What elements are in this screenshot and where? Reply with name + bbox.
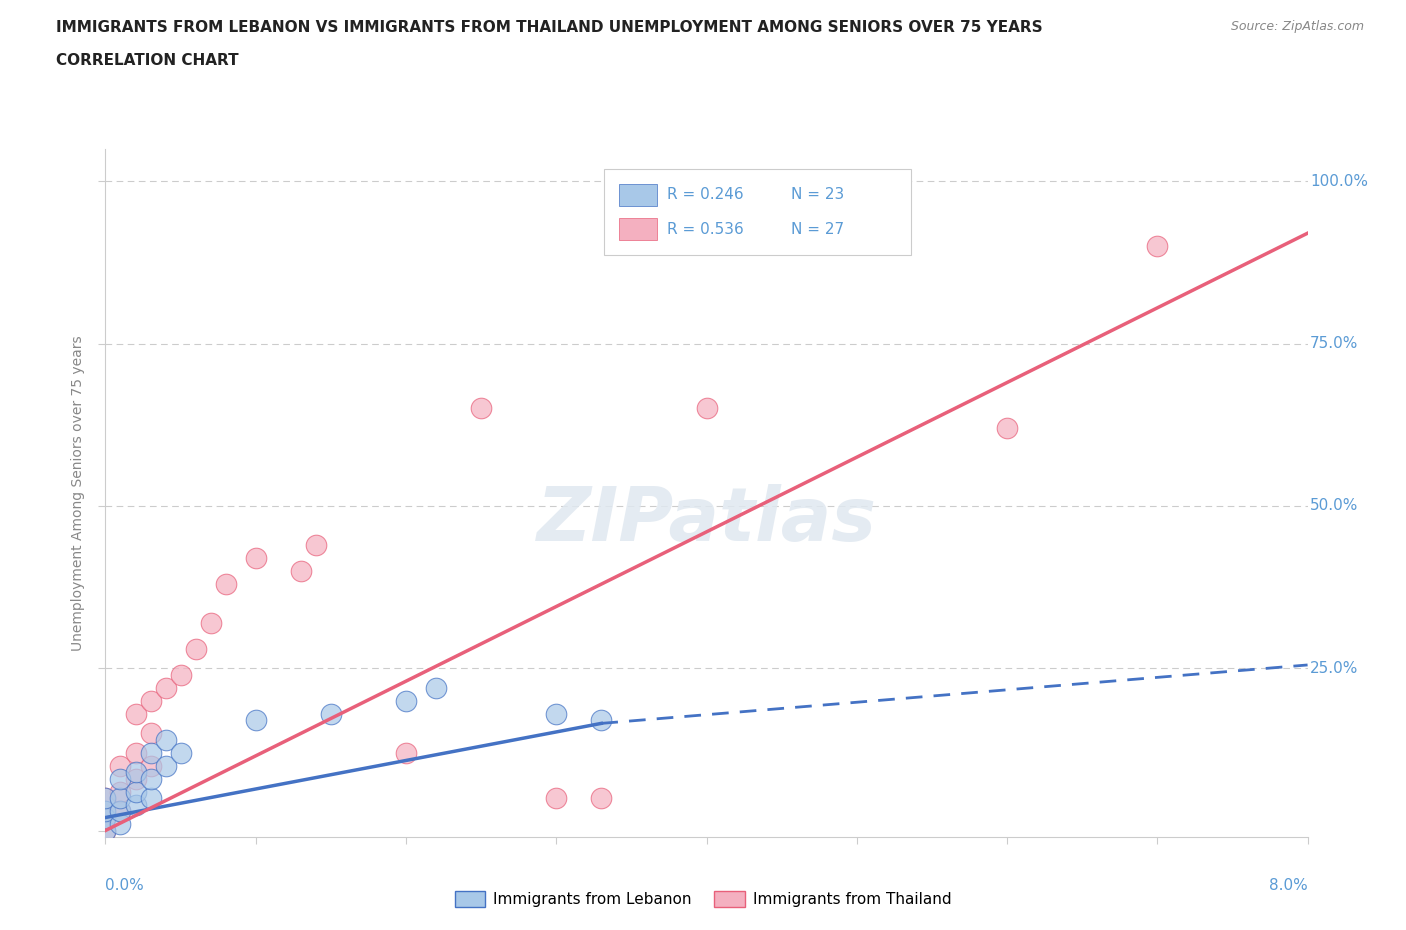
Text: 8.0%: 8.0% <box>1268 878 1308 894</box>
Text: N = 27: N = 27 <box>790 222 844 237</box>
Point <box>1146 239 1168 254</box>
Point <box>139 725 162 740</box>
Text: ZIPatlas: ZIPatlas <box>537 484 876 557</box>
Point <box>319 706 342 721</box>
Point <box>591 790 613 805</box>
Point <box>110 758 132 773</box>
Point <box>110 784 132 799</box>
Point <box>290 564 312 578</box>
Point <box>245 712 267 727</box>
Text: Source: ZipAtlas.com: Source: ZipAtlas.com <box>1230 20 1364 33</box>
Bar <box>605 169 911 256</box>
Point <box>395 745 418 760</box>
Point <box>124 764 146 779</box>
Point <box>200 616 222 631</box>
Point <box>94 804 117 818</box>
Bar <box>619 219 657 240</box>
Point <box>139 745 162 760</box>
Point <box>124 745 146 760</box>
Point <box>470 401 492 416</box>
Point <box>696 401 718 416</box>
Y-axis label: Unemployment Among Seniors over 75 years: Unemployment Among Seniors over 75 years <box>72 335 86 651</box>
Point <box>546 706 568 721</box>
Text: 100.0%: 100.0% <box>1310 174 1368 189</box>
Legend: Immigrants from Lebanon, Immigrants from Thailand: Immigrants from Lebanon, Immigrants from… <box>449 884 957 913</box>
Point <box>110 790 132 805</box>
Point <box>110 771 132 786</box>
Point <box>94 823 117 838</box>
Point <box>110 817 132 831</box>
Point <box>94 823 117 838</box>
Point <box>155 732 177 747</box>
Point <box>124 784 146 799</box>
Point <box>124 706 146 721</box>
Text: R = 0.246: R = 0.246 <box>666 188 744 203</box>
Point <box>139 693 162 708</box>
Point <box>214 577 236 591</box>
Point <box>169 745 191 760</box>
Point <box>124 797 146 812</box>
Point <box>110 804 132 818</box>
Text: R = 0.536: R = 0.536 <box>666 222 744 237</box>
Point <box>425 680 447 695</box>
Point <box>546 790 568 805</box>
Bar <box>619 184 657 206</box>
Point <box>110 804 132 818</box>
Point <box>139 758 162 773</box>
Point <box>139 790 162 805</box>
Point <box>591 712 613 727</box>
Point <box>305 538 328 552</box>
Point <box>155 758 177 773</box>
Point <box>184 642 207 657</box>
Point <box>94 810 117 825</box>
Text: 75.0%: 75.0% <box>1310 336 1358 351</box>
Text: CORRELATION CHART: CORRELATION CHART <box>56 53 239 68</box>
Text: N = 23: N = 23 <box>790 188 844 203</box>
Point <box>245 551 267 565</box>
Point <box>94 790 117 805</box>
Point <box>94 790 117 805</box>
Point <box>395 693 418 708</box>
Text: IMMIGRANTS FROM LEBANON VS IMMIGRANTS FROM THAILAND UNEMPLOYMENT AMONG SENIORS O: IMMIGRANTS FROM LEBANON VS IMMIGRANTS FR… <box>56 20 1043 35</box>
Text: 50.0%: 50.0% <box>1310 498 1358 513</box>
Text: 0.0%: 0.0% <box>105 878 145 894</box>
Point <box>139 771 162 786</box>
Point <box>94 810 117 825</box>
Point <box>169 667 191 682</box>
Point <box>124 771 146 786</box>
Point <box>995 420 1018 435</box>
Text: 25.0%: 25.0% <box>1310 660 1358 676</box>
Point <box>155 680 177 695</box>
